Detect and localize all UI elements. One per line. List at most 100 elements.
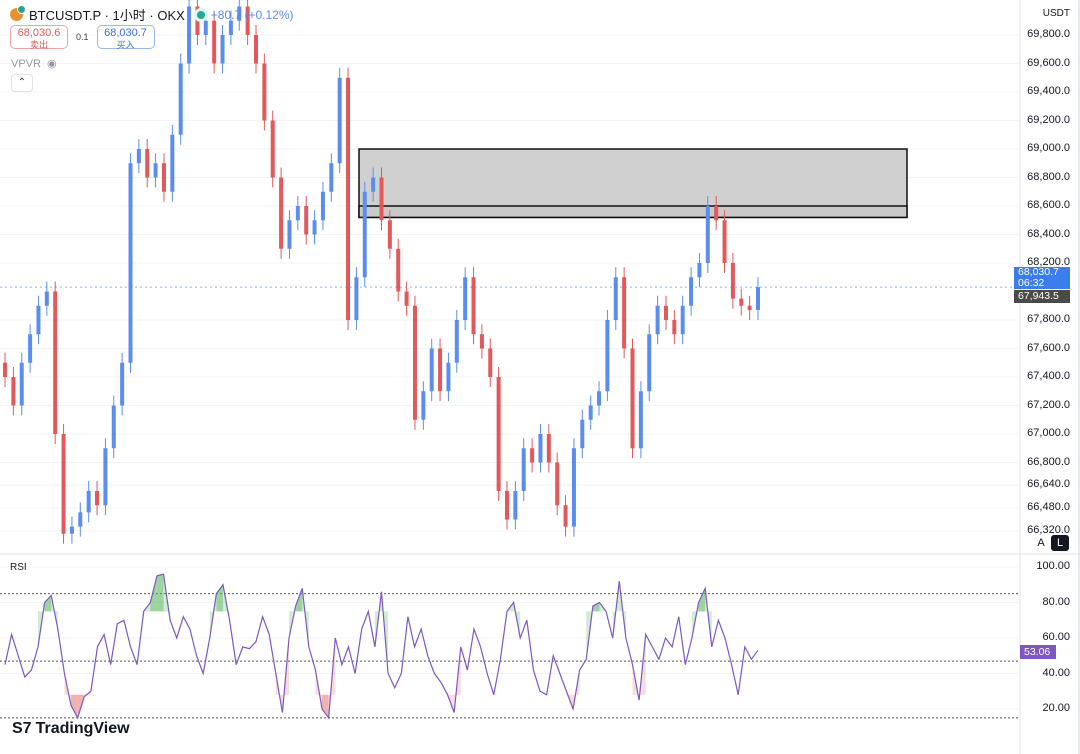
candle: [638, 391, 643, 449]
eye-off-icon[interactable]: ◉: [46, 58, 57, 70]
rsi-value-tag: 53.06: [1020, 645, 1056, 659]
vpvr-indicator: VPVR ◉: [11, 57, 57, 71]
candle: [120, 362, 125, 406]
candle: [279, 177, 284, 249]
candle: [505, 491, 509, 520]
rsi-oversold-fill: [322, 694, 329, 718]
candle: [530, 448, 535, 463]
candle: [412, 305, 417, 420]
price-tick: 69,600.0: [1027, 56, 1070, 69]
candle: [463, 277, 468, 320]
price-tick: 67,200.0: [1027, 398, 1070, 411]
symbol-header: BTCUSDT.P · 1小时 · OKX +80.7 (+0.12%): [10, 5, 294, 24]
candle: [605, 320, 610, 392]
chevron-up-icon[interactable]: ⌃: [11, 74, 33, 92]
candle: [69, 526, 74, 534]
candle: [387, 220, 392, 249]
candle: [521, 448, 526, 491]
candle: [396, 248, 401, 292]
candle: [53, 291, 58, 434]
candle: [429, 348, 434, 392]
sell-label: 卖出: [29, 40, 48, 50]
price-tag: 67,943.5: [1014, 290, 1070, 303]
candle: [346, 77, 351, 320]
rsi-overbought-fill: [592, 602, 600, 612]
candle: [145, 149, 150, 178]
price-tick: 67,800.0: [1027, 313, 1070, 325]
last-price: 68,030.7: [1018, 266, 1059, 278]
candle: [756, 287, 760, 311]
price-change: +80.7 (+0.12%): [210, 7, 294, 22]
candle: [153, 163, 158, 178]
tradingview-logo: Ѕ7 TradingView: [12, 720, 130, 738]
price-tick: 66,320.0: [1027, 523, 1070, 536]
price-tick: 66,480.0: [1027, 501, 1070, 514]
candle: [237, 6, 242, 21]
price-tick: 69,800.0: [1027, 28, 1070, 40]
candle: [312, 220, 317, 235]
candle: [471, 277, 476, 335]
currency-label[interactable]: USDT: [1042, 8, 1070, 19]
candle: [739, 298, 744, 306]
buy-button[interactable]: 68,030.7 买入: [96, 25, 155, 50]
candle: [86, 491, 91, 513]
candle: [128, 163, 133, 363]
symbol-title[interactable]: BTCUSDT.P · 1小时 · OKX: [29, 8, 185, 23]
candle: [320, 191, 325, 221]
candle: [597, 391, 602, 406]
candle: [580, 419, 585, 449]
candle: [571, 448, 576, 527]
candle: [496, 377, 501, 491]
candle: [3, 362, 7, 377]
candle: [714, 206, 719, 221]
candle: [438, 348, 443, 392]
spread: 0.1: [76, 32, 89, 42]
candle: [647, 334, 652, 392]
price-tick: 67,400.0: [1027, 370, 1070, 382]
sell-button[interactable]: 68,030.6 卖出: [10, 25, 68, 50]
price-tick: 67,600.0: [1027, 341, 1070, 354]
price-tick: 68,400.0: [1027, 227, 1070, 240]
candle: [479, 334, 484, 349]
price-tick: 66,640.0: [1027, 478, 1070, 491]
buy-label: 买入: [116, 40, 135, 50]
rsi-overbought-fill: [698, 588, 706, 612]
candle: [555, 462, 560, 506]
bitcoin-icon: [10, 5, 26, 21]
candle: [44, 291, 49, 306]
candle: [371, 177, 376, 192]
candle: [404, 291, 409, 306]
log-scale-button[interactable]: L: [1051, 535, 1069, 551]
candle: [663, 305, 668, 320]
candle: [228, 20, 233, 35]
candle: [379, 177, 384, 221]
candle: [613, 277, 618, 320]
candle: [212, 20, 217, 64]
rsi-overbought-fill: [156, 574, 164, 612]
rectangle-zone[interactable]: [358, 205, 908, 219]
price-tick: 68,200.0: [1027, 256, 1070, 268]
last-price-tag: 68,030.7 06:32: [1014, 267, 1070, 289]
candle: [655, 305, 660, 335]
candle: [103, 448, 108, 506]
tradingview-icon: Ѕ7: [12, 720, 32, 737]
candle: [19, 362, 24, 406]
brand-name: TradingView: [35, 720, 130, 737]
price-tick: 69,000.0: [1027, 142, 1070, 154]
rsi-tick: 100.00: [1036, 560, 1070, 572]
candle: [187, 6, 192, 64]
candle: [262, 63, 267, 121]
candle: [254, 35, 258, 64]
candle: [722, 220, 727, 263]
candle: [747, 305, 752, 311]
rsi-tick: 40.00: [1042, 666, 1070, 679]
auto-scale-button[interactable]: A: [1037, 537, 1045, 549]
price-tick: 68,600.0: [1027, 199, 1070, 211]
rsi-title: RSI: [10, 562, 27, 573]
candle: [61, 434, 66, 534]
sell-price: 68,030.6: [17, 27, 61, 39]
candle-countdown: 06:32: [1018, 277, 1045, 289]
rsi-line: [4, 573, 759, 720]
candle: [170, 134, 175, 192]
